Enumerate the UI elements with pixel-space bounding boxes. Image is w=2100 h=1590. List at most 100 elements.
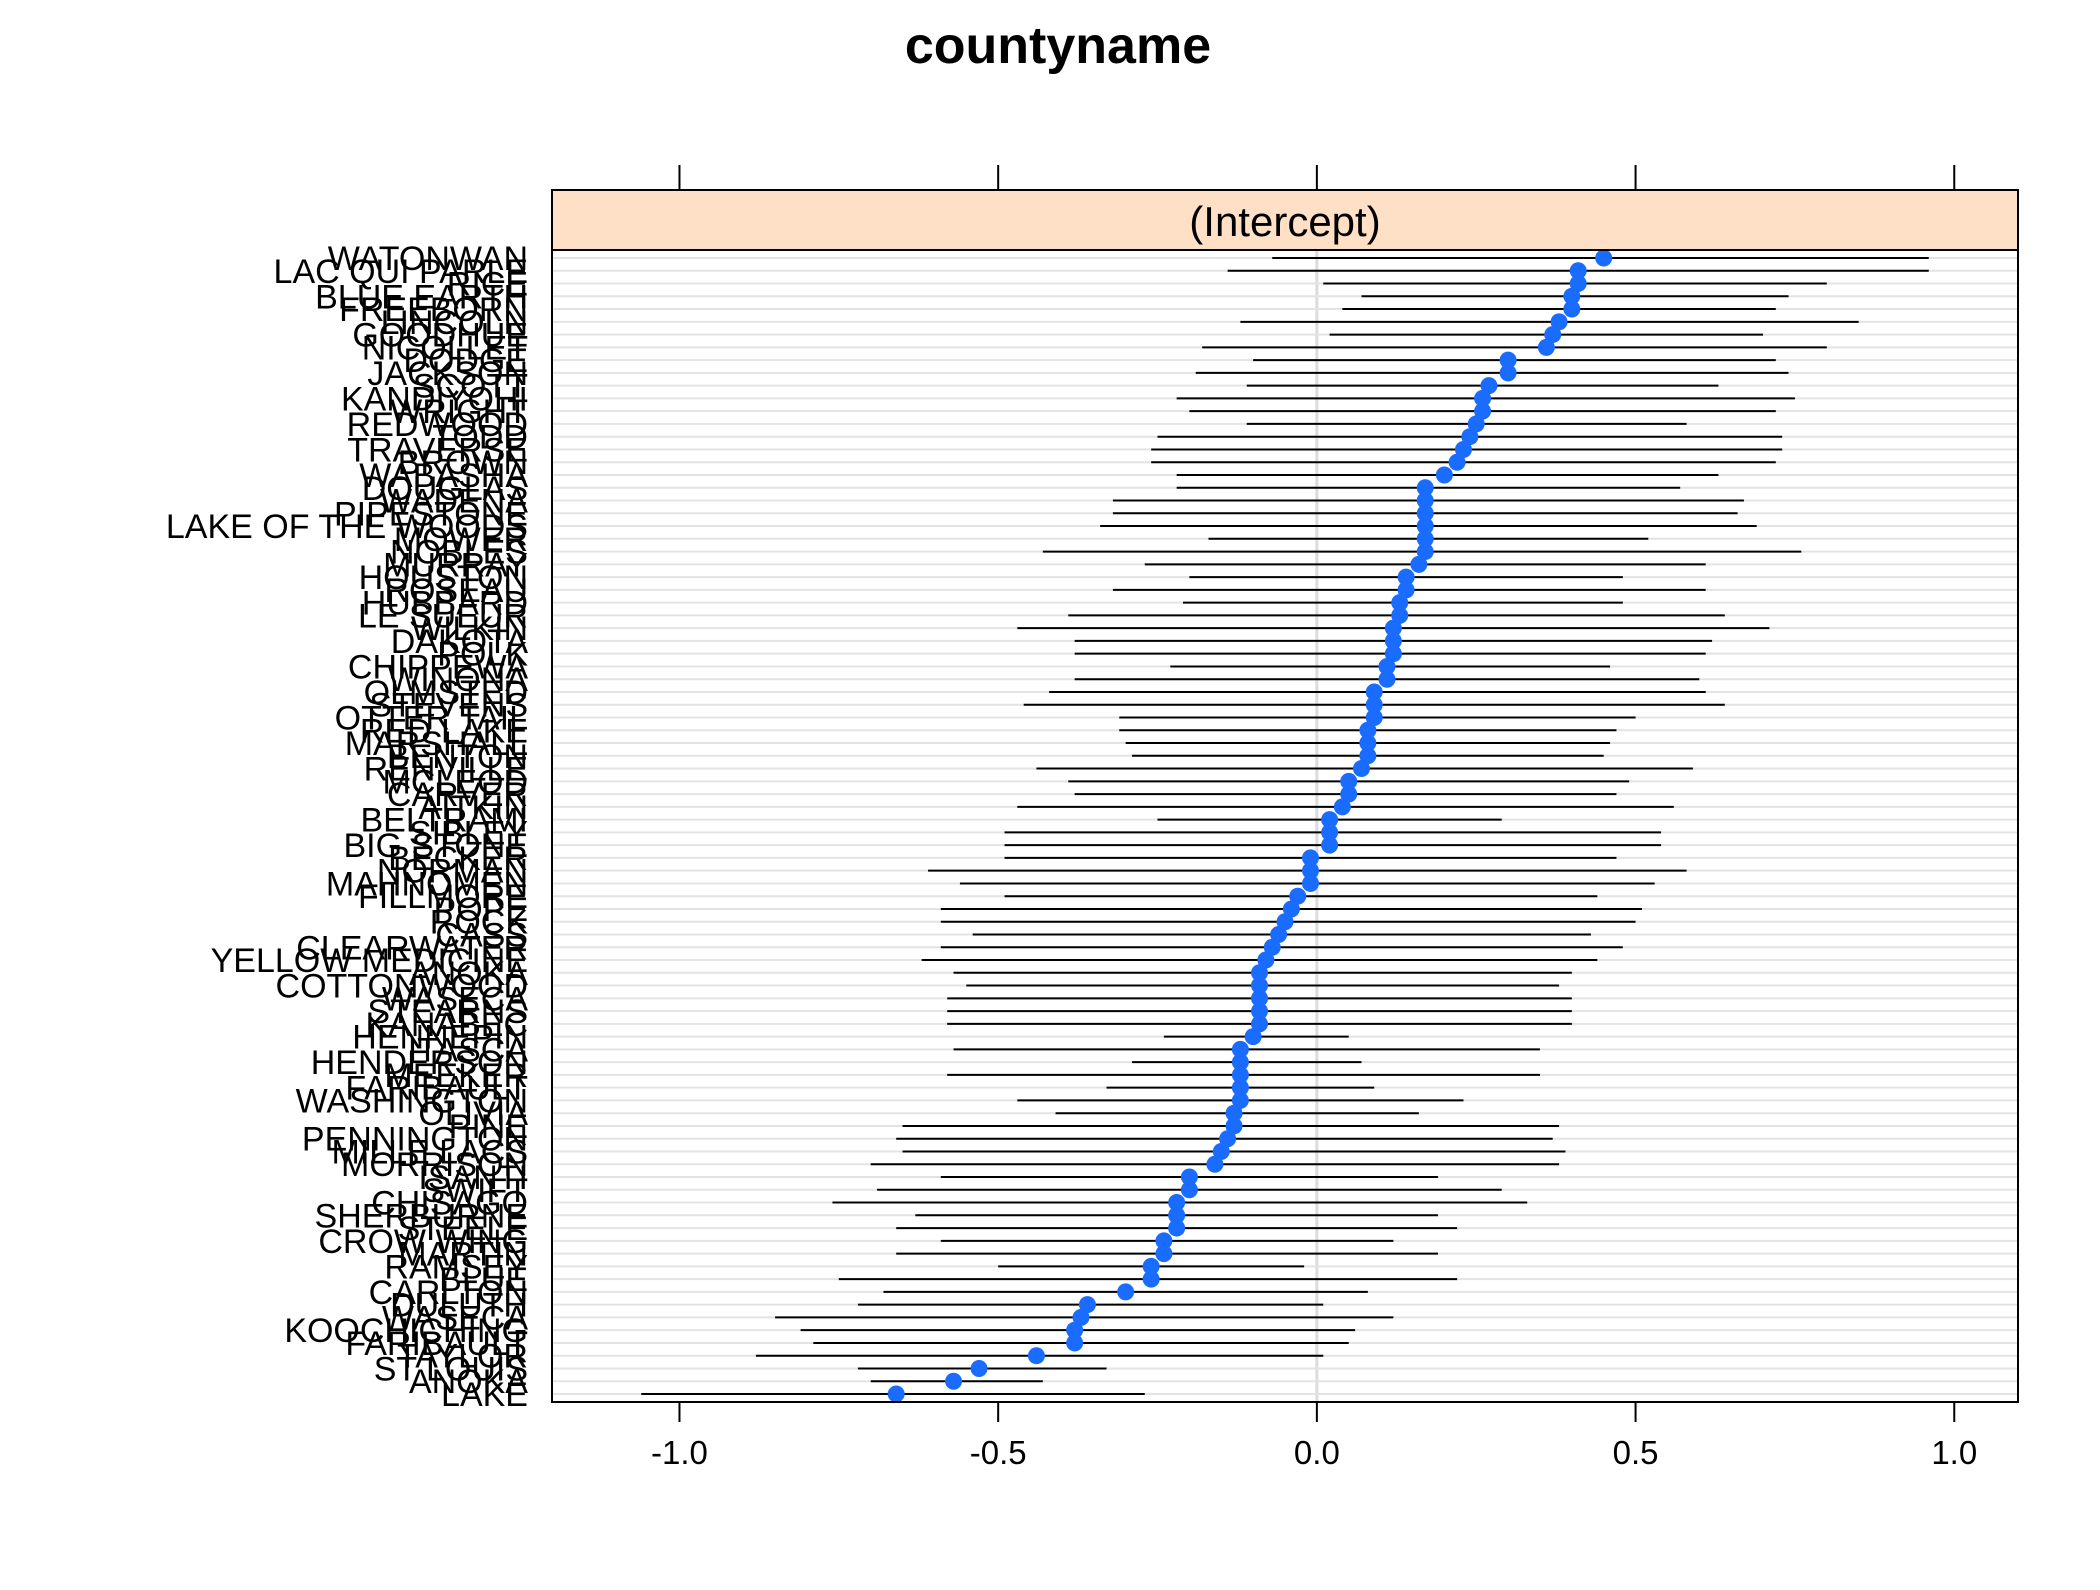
county-label: TRAVERSE	[347, 431, 528, 469]
estimate-point	[1416, 504, 1434, 522]
estimate-point	[1142, 1257, 1160, 1275]
county-label: WATONWAN	[328, 240, 528, 278]
estimate-point	[1333, 798, 1351, 816]
estimate-point	[1225, 1104, 1243, 1122]
county-label: POLK	[437, 636, 528, 674]
county-label: MEEKER	[384, 1057, 528, 1095]
estimate-point	[1270, 925, 1288, 943]
estimate-point	[1467, 415, 1485, 433]
estimate-point	[1461, 428, 1479, 446]
county-label: FREEBORN	[339, 291, 528, 329]
county-label: SIBLEY	[409, 814, 528, 852]
estimate-point	[1231, 1053, 1249, 1071]
county-label: OLMSTED	[364, 674, 528, 712]
estimate-point	[1282, 900, 1300, 918]
x-tick-label: 0.0	[1294, 1434, 1340, 1471]
estimate-point	[1321, 823, 1339, 841]
estimate-point	[1384, 632, 1402, 650]
estimate-point	[1416, 543, 1434, 561]
estimate-point	[945, 1372, 963, 1390]
estimate-point	[1251, 977, 1269, 995]
county-label: CARVER	[387, 776, 528, 814]
county-label: COTTONWOOD	[276, 968, 528, 1006]
estimate-point	[1391, 594, 1409, 612]
county-label: MOWER	[394, 521, 528, 559]
county-label: CHIPPEWA	[348, 648, 528, 686]
county-label: KANDIYOHI	[341, 380, 528, 418]
county-label: HUBBARD	[362, 585, 528, 623]
county-label: LAKE OF THE WOODS	[166, 508, 528, 546]
county-label: SCOTT	[413, 368, 528, 406]
county-label: BENTON	[387, 738, 528, 776]
estimate-point	[1397, 568, 1415, 586]
county-label: YELLOW MEDICINE	[211, 942, 528, 980]
estimate-point	[1168, 1194, 1186, 1212]
estimate-point	[1180, 1168, 1198, 1186]
county-label: OTTER TAIL	[335, 700, 528, 738]
estimate-point	[1435, 466, 1453, 484]
estimate-point	[1251, 989, 1269, 1007]
county-label: BROWN	[398, 444, 528, 482]
estimate-point	[1168, 1219, 1186, 1237]
county-label: MARTIN	[398, 1236, 528, 1274]
county-label: PENNINGTON	[302, 1121, 528, 1159]
estimate-point	[1352, 760, 1370, 778]
estimate-point	[1155, 1232, 1173, 1250]
estimate-point	[1454, 440, 1472, 458]
county-label: MCLEOD	[383, 763, 528, 801]
estimate-point	[1550, 313, 1568, 331]
estimate-point	[1301, 849, 1319, 867]
estimate-point	[1410, 555, 1428, 573]
estimate-point	[1365, 709, 1383, 727]
estimate-point	[1391, 606, 1409, 624]
county-label: WINONA	[388, 661, 528, 699]
estimate-point	[1321, 811, 1339, 829]
estimate-point	[1244, 1028, 1262, 1046]
county-label: WASECA	[382, 1299, 528, 1337]
estimate-point	[1569, 275, 1587, 293]
county-label: CARLTON	[369, 1274, 528, 1312]
x-axis-ticks: -1.0 -0.5 0.0 0.5 1.0	[651, 165, 1977, 1471]
estimate-point	[1219, 1130, 1237, 1148]
estimate-point	[1416, 517, 1434, 535]
plot-panel-frame	[551, 249, 2019, 1403]
estimate-point	[1212, 1142, 1230, 1160]
estimate-point	[1359, 721, 1377, 739]
estimate-point	[1066, 1321, 1084, 1339]
estimate-point	[1066, 1334, 1084, 1352]
estimate-point	[1365, 696, 1383, 714]
estimate-point	[1251, 1002, 1269, 1020]
estimate-point	[1027, 1347, 1045, 1365]
county-label: FARIBAULT	[345, 1070, 528, 1108]
chart-title: countyname	[905, 17, 1211, 75]
estimate-point	[1499, 351, 1517, 369]
estimate-point	[1544, 326, 1562, 344]
county-label: WILKIN	[411, 610, 528, 648]
county-label: RICE	[447, 266, 528, 304]
county-label: STEELE	[398, 1210, 528, 1248]
county-label: ROSEAU	[384, 572, 528, 610]
panel-strip-label: (Intercept)	[1189, 198, 1380, 245]
estimate-point	[1231, 1091, 1249, 1109]
county-label: ITASCA	[408, 1031, 529, 1069]
estimate-point	[1480, 377, 1498, 395]
county-label: DODGE	[403, 342, 528, 380]
county-label: ROCK	[430, 904, 529, 942]
estimate-point	[1251, 964, 1269, 982]
estimate-point	[1416, 479, 1434, 497]
estimate-point	[1231, 1066, 1249, 1084]
county-label: LAKE	[441, 1376, 528, 1414]
county-label: LINCOLN	[381, 304, 528, 342]
estimate-point	[1563, 287, 1581, 305]
estimate-point	[1359, 747, 1377, 765]
estimate-point	[1301, 862, 1319, 880]
estimate-point	[1448, 453, 1466, 471]
estimate-point	[1257, 951, 1275, 969]
county-label: RAMSEY	[384, 1248, 528, 1286]
estimate-point	[1537, 338, 1555, 356]
county-label: BLUE EARTH	[315, 278, 528, 316]
county-label: KANABEC	[366, 1006, 529, 1044]
county-label: RENVILLE	[364, 751, 528, 789]
county-label: ANOKA	[409, 955, 528, 993]
